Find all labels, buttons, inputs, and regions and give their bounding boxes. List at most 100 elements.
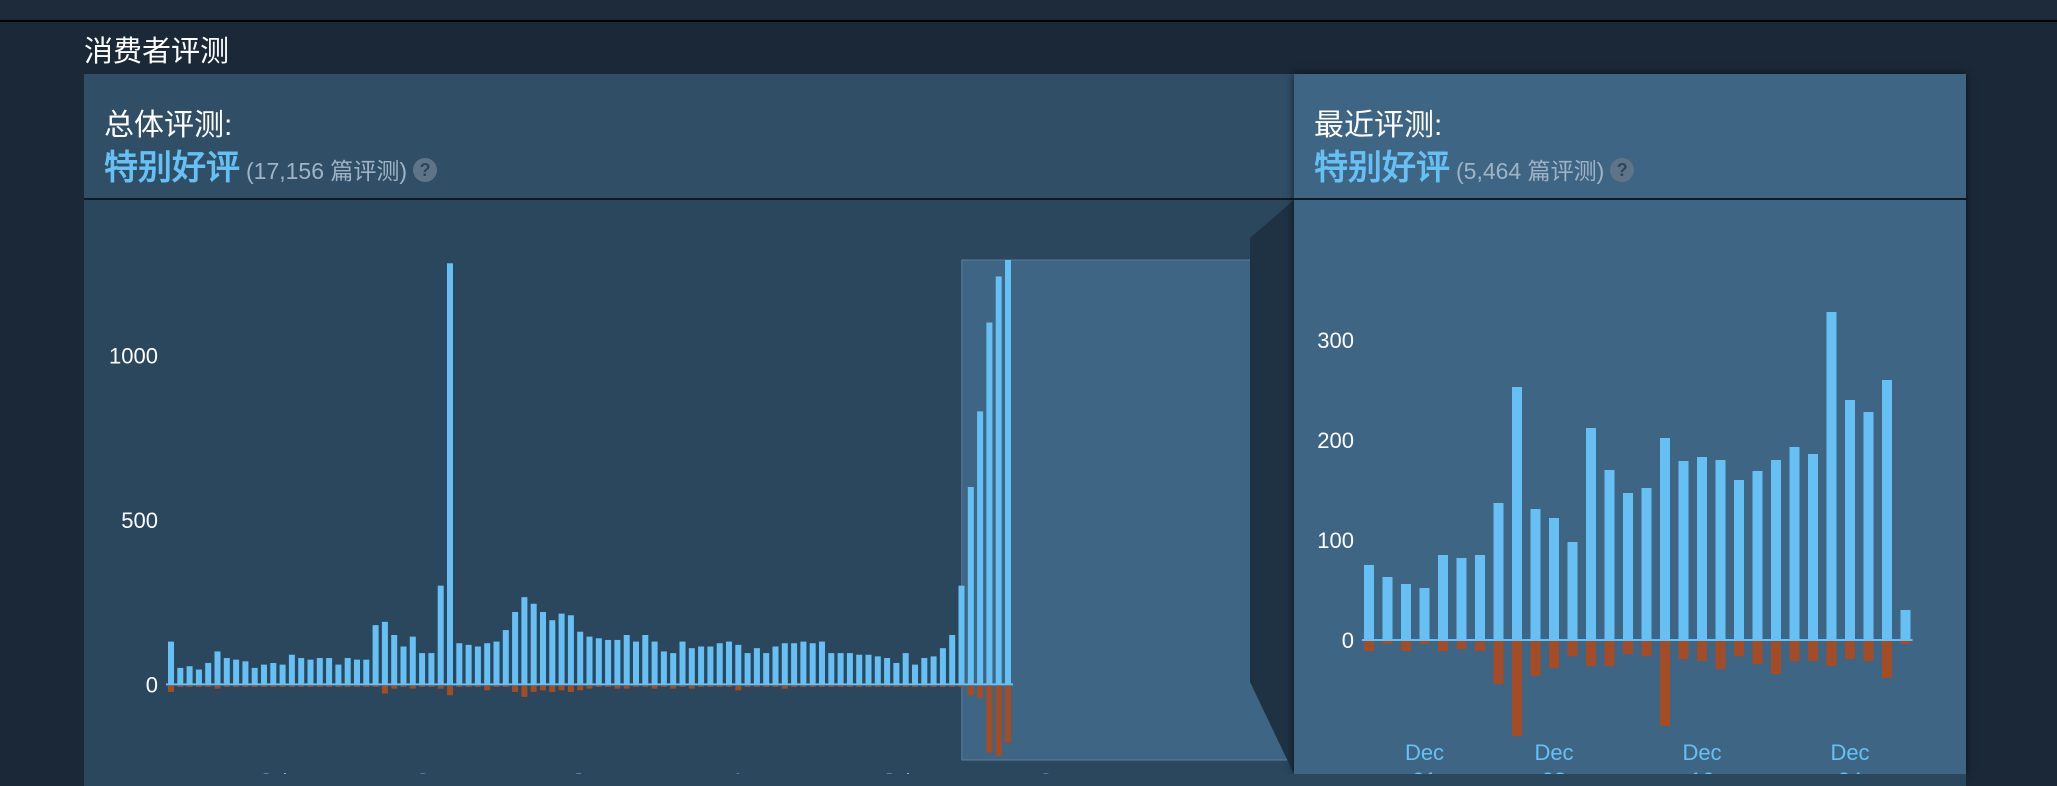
positive-bar <box>819 641 825 685</box>
negative-bar <box>168 685 174 692</box>
negative-bar <box>642 685 649 687</box>
negative-bar <box>437 685 444 689</box>
positive-bar <box>679 641 686 685</box>
negative-bar <box>660 685 667 687</box>
positive-bar <box>354 659 360 685</box>
negative-bar <box>781 685 788 689</box>
recent-help-icon[interactable]: ? <box>1610 158 1635 182</box>
positive-bar <box>521 597 528 685</box>
overall-help-icon[interactable]: ? <box>413 158 438 182</box>
positive-bar <box>884 658 891 685</box>
positive-bar <box>642 635 649 685</box>
positive-bar <box>1808 454 1818 640</box>
negative-bar <box>1456 641 1467 649</box>
positive-bar <box>530 603 537 685</box>
x-tick-label: Jul <box>882 769 910 774</box>
negative-bar <box>791 685 798 687</box>
positive-bar <box>930 656 937 685</box>
negative-bar <box>195 685 202 687</box>
negative-bar <box>902 685 909 687</box>
negative-bar <box>633 685 639 687</box>
positive-bar <box>1586 428 1596 640</box>
overall-score-text[interactable]: 特别好评 <box>104 149 240 187</box>
negative-bar <box>726 685 732 687</box>
positive-bar <box>735 644 742 685</box>
positive-bar <box>307 659 314 685</box>
negative-bar <box>651 685 658 689</box>
negative-bar <box>874 685 881 687</box>
positive-bar <box>893 662 900 685</box>
positive-bar <box>261 664 267 685</box>
positive-bar <box>1475 555 1485 640</box>
recent-header: 最近评测: 特别好评 (5,464 篇评测)? <box>1294 74 1966 200</box>
x-tick-label: Dec <box>1682 740 1721 765</box>
x-tick-label: Dec <box>1830 740 1869 765</box>
positive-bar <box>670 653 677 685</box>
negative-bar <box>1475 641 1485 651</box>
negative-bar <box>1734 641 1744 656</box>
positive-bar <box>726 641 732 685</box>
negative-bar <box>949 685 956 687</box>
positive-bar <box>1845 400 1855 640</box>
positive-bar <box>1005 260 1011 685</box>
positive-bar <box>372 625 379 685</box>
negative-bar <box>967 685 974 696</box>
positive-bar <box>828 653 835 685</box>
positive-bar <box>391 635 398 685</box>
section-title: 消费者评测 <box>84 36 230 68</box>
negative-bar <box>1771 641 1781 674</box>
negative-bar <box>456 685 463 687</box>
positive-bar <box>512 611 519 685</box>
negative-bar <box>1005 685 1011 743</box>
positive-bar <box>381 621 388 685</box>
x-tick-label: 01 <box>1412 768 1436 774</box>
x-tick-label: Oct <box>414 769 448 774</box>
negative-bar <box>856 685 863 687</box>
positive-bar <box>1863 412 1874 640</box>
negative-bar <box>1900 641 1911 644</box>
recent-score[interactable]: 特别好评 (5,464 篇评测)? <box>1314 140 1635 189</box>
positive-bar <box>967 486 974 685</box>
positive-bar <box>168 641 174 685</box>
positive-bar <box>1715 460 1726 640</box>
negative-bar <box>288 685 295 687</box>
overall-score[interactable]: 特别好评 (17,156 篇评测)? <box>104 140 438 189</box>
negative-bar <box>939 685 946 687</box>
positive-bar <box>474 646 481 685</box>
negative-bar <box>279 685 286 687</box>
positive-bar <box>540 611 546 685</box>
negative-bar <box>958 685 965 687</box>
negative-bar <box>1752 641 1763 664</box>
negative-bar <box>1530 641 1541 676</box>
recent-score-text[interactable]: 特别好评 <box>1314 149 1450 187</box>
positive-bar <box>716 643 723 685</box>
overall-count: (17,156 篇评测) <box>246 158 408 184</box>
negative-bar <box>1660 641 1670 726</box>
positive-bar <box>921 658 928 685</box>
negative-bar <box>419 685 426 687</box>
positive-bar <box>688 648 695 685</box>
negative-bar <box>521 685 528 697</box>
negative-bar <box>586 685 593 689</box>
positive-bar <box>1660 438 1670 640</box>
positive-bar <box>549 620 556 685</box>
negative-bar <box>354 685 360 687</box>
recent-label: 最近评测: <box>1314 109 1443 142</box>
negative-bar <box>1438 641 1448 651</box>
positive-bar <box>772 646 779 685</box>
positive-bar <box>316 658 323 685</box>
y-tick-label: 300 <box>1317 328 1354 353</box>
positive-bar <box>791 643 798 685</box>
positive-bar <box>1604 470 1615 640</box>
positive-bar <box>363 659 370 685</box>
negative-bar <box>1678 641 1689 659</box>
negative-bar <box>447 685 453 696</box>
positive-bar <box>707 646 714 685</box>
positive-bar <box>660 651 667 685</box>
recent-count: (5,464 篇评测) <box>1456 158 1605 184</box>
positive-bar <box>577 631 584 685</box>
negative-bar <box>1604 641 1615 666</box>
negative-bar <box>307 685 314 687</box>
negative-bar <box>977 685 984 699</box>
negative-bar <box>372 685 379 687</box>
